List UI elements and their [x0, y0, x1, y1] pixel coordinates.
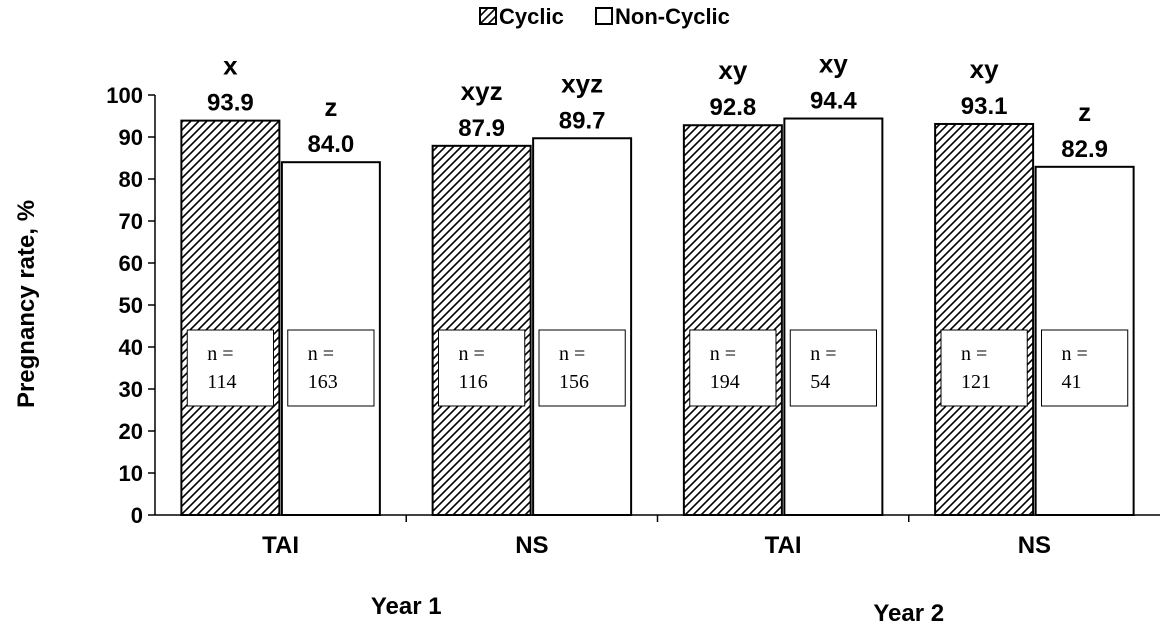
y-tick-label: 60 — [119, 251, 143, 276]
n-prefix: n = — [207, 343, 233, 365]
significance-letter: z — [1078, 97, 1091, 127]
n-value: 194 — [710, 371, 740, 393]
legend: Cyclic Non-Cyclic — [479, 4, 730, 29]
n-value: 116 — [459, 371, 488, 393]
n-box — [287, 329, 375, 407]
significance-letter: xy — [970, 54, 999, 84]
data-label: 87.9 — [458, 115, 505, 142]
data-label: 92.8 — [710, 94, 757, 121]
significance-letter: x — [223, 51, 238, 81]
legend-label-non-cyclic: Non-Cyclic — [615, 4, 730, 29]
n-value: 156 — [559, 371, 589, 393]
significance-letter: xyz — [561, 68, 603, 98]
y-tick-label: 0 — [131, 503, 143, 528]
y-tick-label: 20 — [119, 419, 143, 444]
y-axis-ticks: 0 10 20 30 40 50 60 70 80 90 100 — [106, 83, 155, 528]
y-tick-label: 90 — [119, 125, 143, 150]
y-tick-label: 50 — [119, 293, 143, 318]
n-prefix: n = — [810, 343, 836, 365]
bar-non-cyclic — [532, 137, 633, 516]
y-tick-label: 100 — [106, 83, 143, 108]
n-prefix: n = — [459, 343, 485, 365]
category-label: TAI — [765, 532, 802, 559]
group-label: Year 2 — [873, 600, 944, 627]
n-prefix: n = — [559, 343, 585, 365]
significance-letter: xy — [718, 55, 747, 85]
n-prefix: n = — [710, 343, 736, 365]
bar-cyclic — [934, 122, 1035, 516]
n-box — [689, 329, 777, 407]
group-label: Year 1 — [371, 593, 442, 620]
n-value: 41 — [1062, 371, 1082, 393]
y-tick-label: 70 — [119, 209, 143, 234]
legend-swatch-non-cyclic — [595, 7, 613, 25]
n-value: 121 — [961, 371, 991, 393]
y-tick-label: 80 — [119, 167, 143, 192]
significance-letter: xy — [819, 49, 848, 79]
n-value: 163 — [308, 371, 338, 393]
y-tick-label: 10 — [119, 461, 143, 486]
legend-label-cyclic: Cyclic — [499, 4, 564, 29]
bar-cyclic — [180, 119, 281, 517]
significance-letter: xyz — [461, 76, 503, 106]
y-tick-label: 30 — [119, 377, 143, 402]
n-prefix: n = — [1062, 343, 1088, 365]
n-value: 114 — [207, 371, 236, 393]
n-prefix: n = — [961, 343, 987, 365]
bar-cyclic — [682, 124, 783, 517]
data-label: 93.1 — [961, 93, 1008, 120]
n-box — [186, 329, 274, 407]
data-label: 82.9 — [1061, 136, 1108, 163]
n-box — [789, 329, 877, 407]
n-prefix: n = — [308, 343, 334, 365]
n-box — [940, 329, 1028, 407]
n-box — [438, 329, 526, 407]
category-label: NS — [515, 532, 548, 559]
data-label: 89.7 — [559, 107, 606, 134]
legend-swatch-cyclic — [479, 7, 497, 25]
data-label: 94.4 — [810, 88, 857, 115]
significance-letter: z — [324, 92, 337, 122]
n-value: 54 — [810, 371, 830, 393]
category-label: TAI — [262, 532, 299, 559]
data-label: 93.9 — [207, 90, 254, 117]
y-tick-label: 40 — [119, 335, 143, 360]
data-label: 84.0 — [308, 131, 355, 158]
y-axis-title: Pregnancy rate, % — [13, 200, 40, 408]
n-box — [1041, 329, 1129, 407]
category-label: NS — [1018, 532, 1051, 559]
n-box — [538, 329, 626, 407]
bar-non-cyclic — [783, 117, 884, 517]
x-axis-labels: TAI NS TAI NS Year 1 Year 2 — [262, 515, 1051, 627]
